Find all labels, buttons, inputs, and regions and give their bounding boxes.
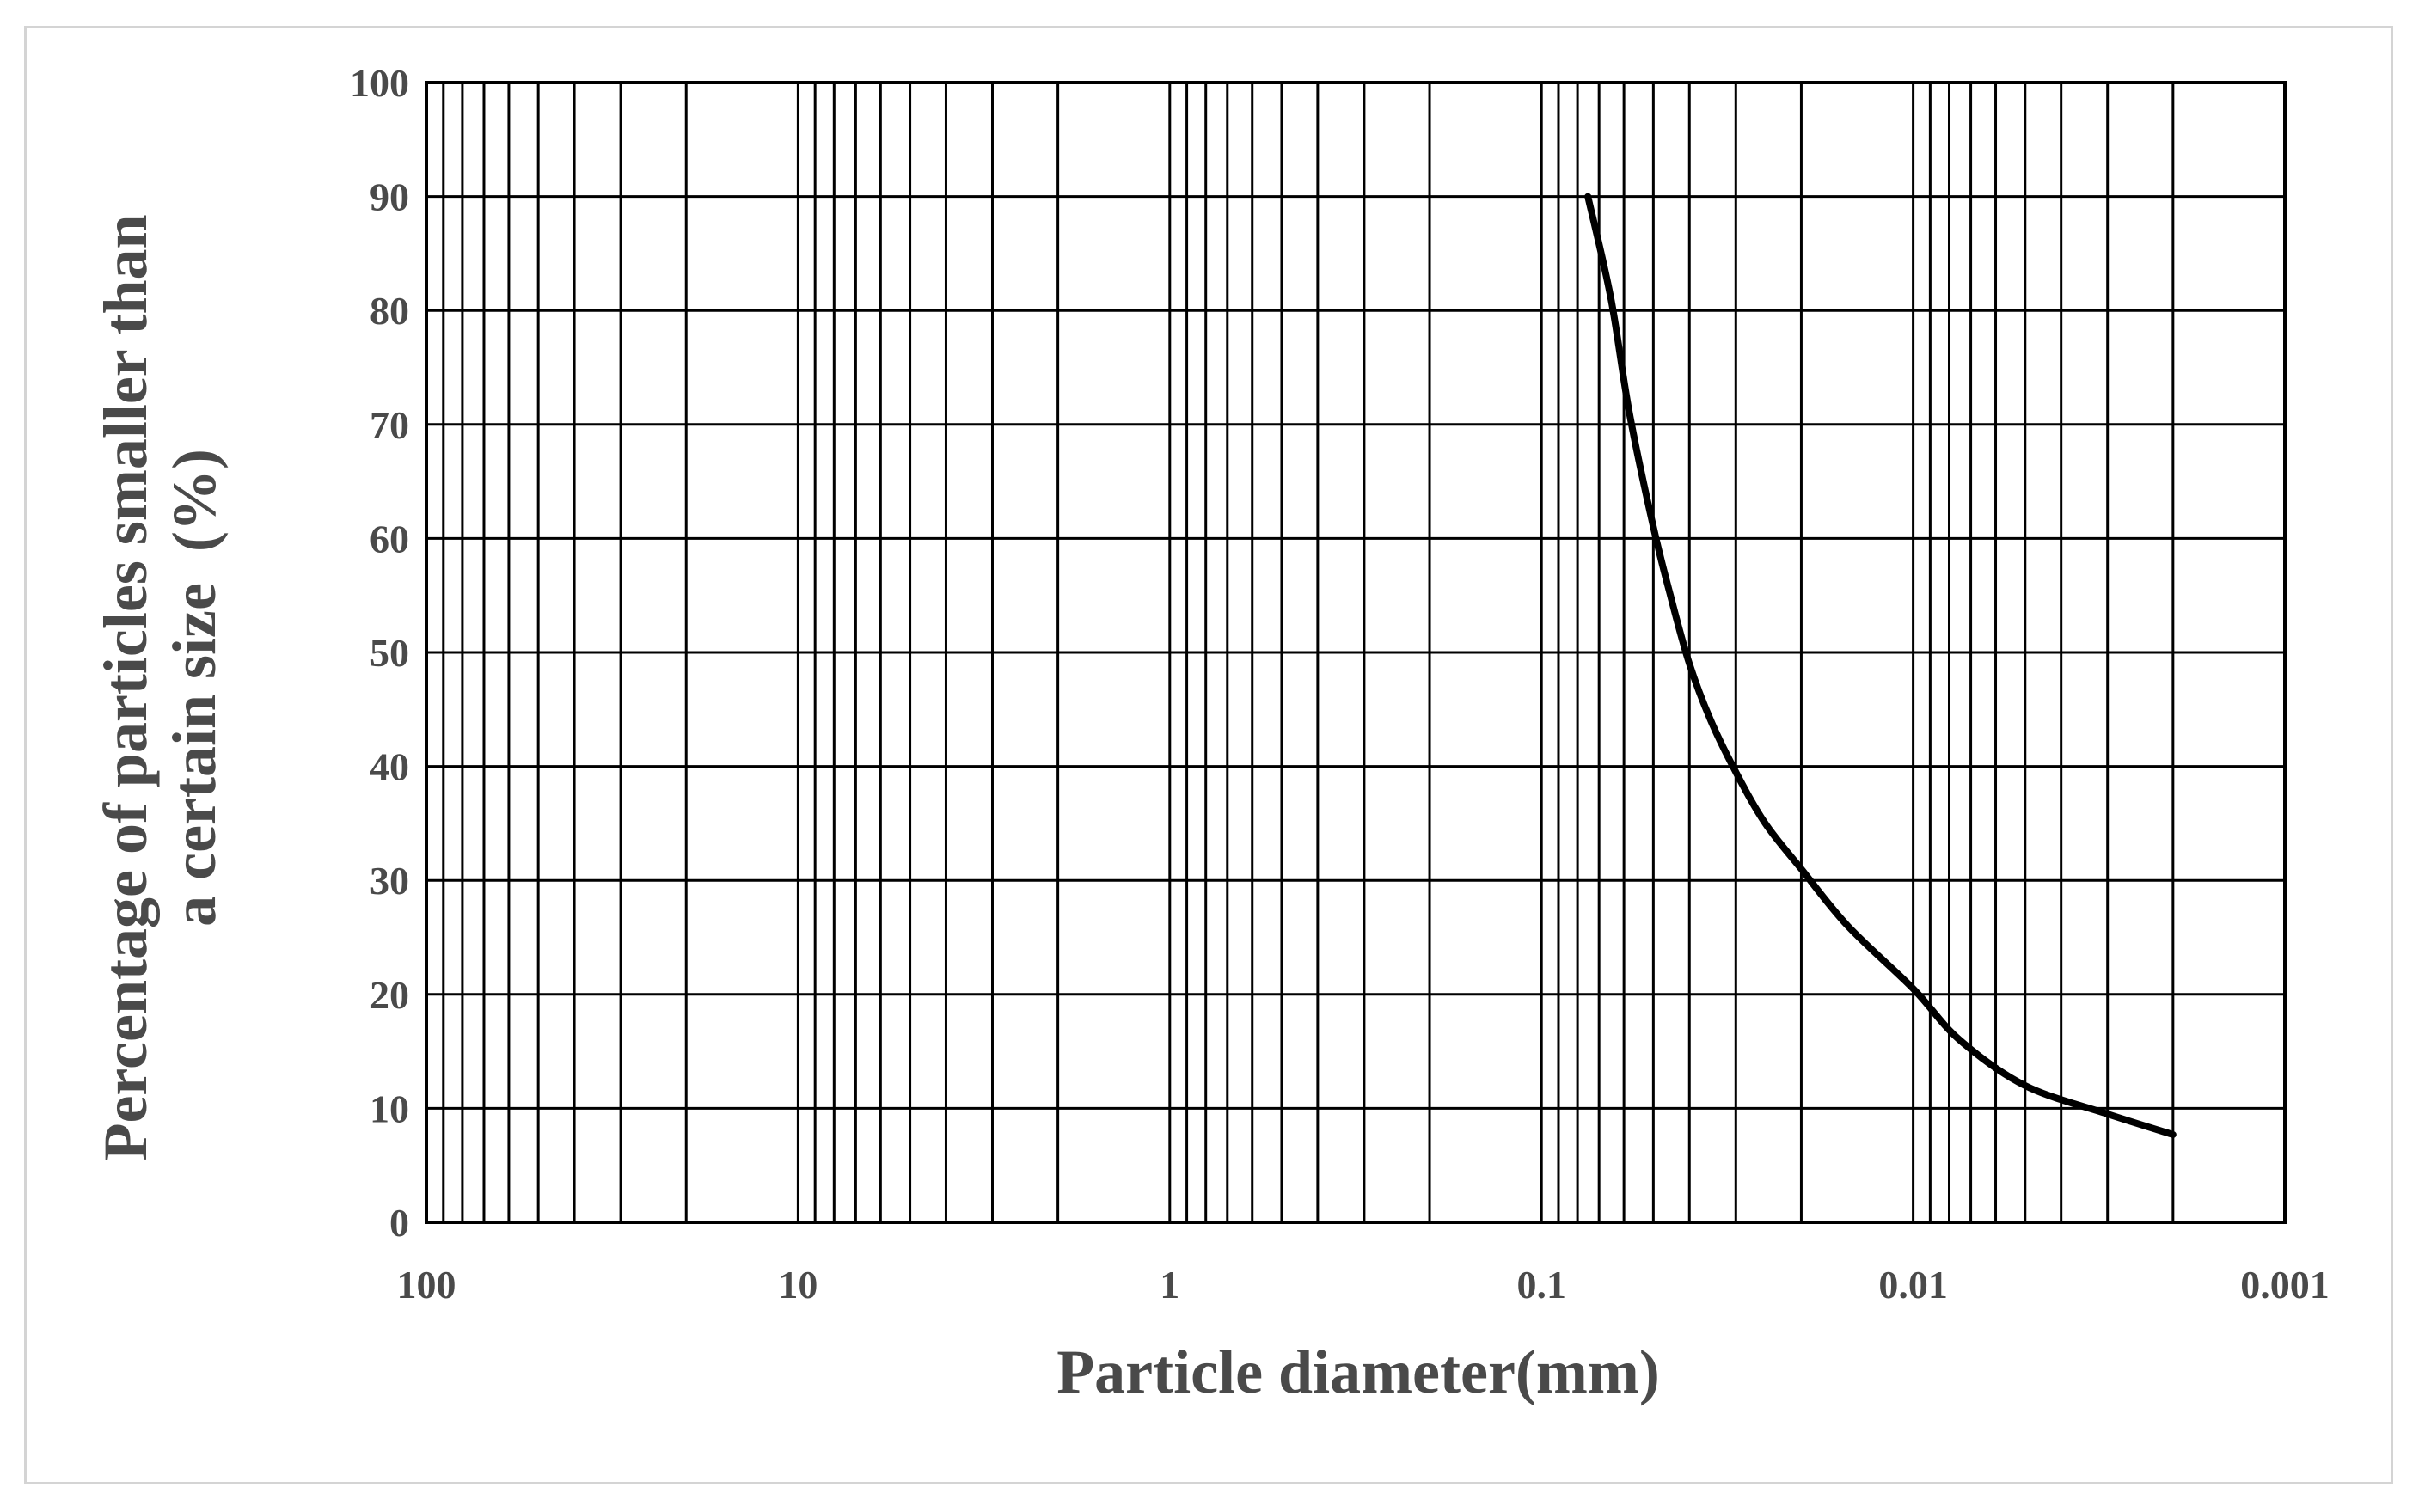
y-tick-label: 30 [370, 859, 409, 903]
x-tick-label: 0.01 [1878, 1263, 1948, 1307]
x-tick-labels: 100 10 1 0.1 0.01 0.001 [397, 1263, 2330, 1307]
x-gridlines [442, 83, 2287, 1222]
y-tick-label: 60 [370, 517, 409, 560]
series-layer [1584, 193, 2177, 1138]
y-tick-label: 80 [370, 289, 409, 333]
x-tick-label: 1 [1160, 1263, 1179, 1307]
y-tick-label: 40 [370, 745, 409, 789]
y-tick-labels: 0 10 20 30 40 50 60 70 80 90 100 [350, 61, 409, 1245]
x-tick-label: 0.001 [2240, 1263, 2330, 1307]
series-line [1584, 193, 2177, 1138]
y-tick-label: 10 [370, 1087, 409, 1130]
y-axis-title-line-2: a certain size (%) [160, 449, 229, 927]
y-tick-label: 50 [370, 631, 409, 675]
y-gridlines [426, 81, 2285, 1224]
y-tick-label: 90 [370, 175, 409, 219]
figure-frame [24, 26, 2393, 1484]
y-tick-label: 70 [370, 403, 409, 447]
y-axis-title: Percentage of particles smaller than a c… [91, 214, 229, 1160]
x-tick-label: 100 [397, 1263, 456, 1307]
y-tick-label: 0 [389, 1201, 409, 1245]
x-axis-title: Particle diameter(mm) [1056, 1338, 1660, 1406]
y-axis-title-line-1: Percentage of particles smaller than [91, 214, 160, 1160]
y-tick-label: 20 [370, 973, 409, 1017]
y-tick-label: 100 [350, 61, 409, 105]
plot-area-border [425, 81, 2287, 1224]
x-tick-label: 10 [778, 1263, 818, 1307]
x-tick-label: 0.1 [1516, 1263, 1566, 1307]
